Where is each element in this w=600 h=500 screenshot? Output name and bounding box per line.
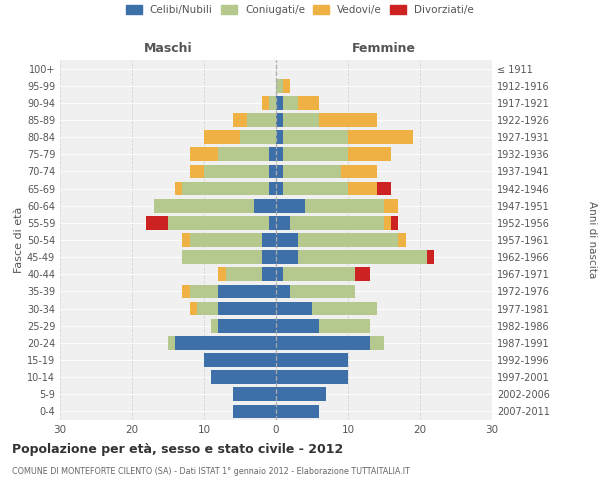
Bar: [283, 96, 298, 110]
Bar: [254, 199, 276, 212]
Bar: [262, 96, 269, 110]
Bar: [384, 216, 391, 230]
Bar: [276, 199, 305, 212]
Bar: [226, 268, 262, 281]
Bar: [348, 148, 391, 161]
Bar: [305, 199, 384, 212]
Y-axis label: Fasce di età: Fasce di età: [14, 207, 24, 273]
Bar: [276, 353, 348, 367]
Bar: [218, 302, 276, 316]
Bar: [190, 284, 218, 298]
Bar: [262, 268, 276, 281]
Bar: [427, 250, 434, 264]
Text: Popolazione per età, sesso e stato civile - 2012: Popolazione per età, sesso e stato civil…: [12, 442, 343, 456]
Bar: [240, 130, 276, 144]
Bar: [218, 148, 269, 161]
Bar: [197, 302, 218, 316]
Bar: [262, 250, 276, 264]
Bar: [269, 216, 276, 230]
Bar: [384, 199, 398, 212]
Bar: [211, 319, 218, 332]
Bar: [290, 216, 384, 230]
Bar: [190, 164, 204, 178]
Bar: [168, 336, 175, 349]
Bar: [276, 164, 283, 178]
Bar: [233, 388, 276, 401]
Bar: [276, 96, 283, 110]
Bar: [204, 164, 269, 178]
Bar: [283, 164, 341, 178]
Bar: [276, 404, 319, 418]
Bar: [348, 182, 377, 196]
Bar: [218, 284, 276, 298]
Bar: [190, 302, 197, 316]
Bar: [283, 148, 348, 161]
Bar: [211, 370, 276, 384]
Bar: [175, 182, 182, 196]
Bar: [298, 96, 319, 110]
Bar: [233, 404, 276, 418]
Bar: [377, 182, 391, 196]
Bar: [269, 148, 276, 161]
Text: Anni di nascita: Anni di nascita: [587, 202, 597, 278]
Bar: [269, 96, 276, 110]
Bar: [276, 268, 283, 281]
Bar: [398, 233, 406, 247]
Bar: [182, 250, 262, 264]
Bar: [276, 284, 290, 298]
Bar: [290, 284, 355, 298]
Bar: [276, 233, 298, 247]
Bar: [204, 353, 276, 367]
Bar: [276, 130, 283, 144]
Bar: [276, 319, 319, 332]
Bar: [190, 148, 218, 161]
Bar: [182, 182, 269, 196]
Bar: [276, 370, 348, 384]
Bar: [276, 216, 290, 230]
Bar: [204, 130, 240, 144]
Bar: [276, 250, 298, 264]
Bar: [182, 284, 190, 298]
Bar: [348, 130, 413, 144]
Bar: [269, 182, 276, 196]
Bar: [247, 113, 276, 127]
Bar: [319, 113, 377, 127]
Bar: [276, 148, 283, 161]
Bar: [269, 164, 276, 178]
Bar: [146, 216, 168, 230]
Bar: [370, 336, 384, 349]
Bar: [276, 302, 312, 316]
Bar: [283, 182, 348, 196]
Bar: [355, 268, 370, 281]
Bar: [319, 319, 370, 332]
Text: Femmine: Femmine: [352, 42, 416, 55]
Bar: [218, 268, 226, 281]
Bar: [168, 216, 269, 230]
Bar: [283, 130, 348, 144]
Bar: [283, 113, 319, 127]
Bar: [276, 182, 283, 196]
Bar: [233, 113, 247, 127]
Text: Maschi: Maschi: [143, 42, 193, 55]
Bar: [276, 336, 370, 349]
Bar: [218, 319, 276, 332]
Bar: [312, 302, 377, 316]
Bar: [276, 79, 283, 92]
Bar: [391, 216, 398, 230]
Bar: [298, 233, 398, 247]
Bar: [276, 388, 326, 401]
Bar: [182, 233, 190, 247]
Bar: [298, 250, 427, 264]
Legend: Celibi/Nubili, Coniugati/e, Vedovi/e, Divorziati/e: Celibi/Nubili, Coniugati/e, Vedovi/e, Di…: [126, 5, 474, 15]
Bar: [283, 268, 355, 281]
Bar: [276, 113, 283, 127]
Bar: [262, 233, 276, 247]
Bar: [341, 164, 377, 178]
Bar: [175, 336, 276, 349]
Bar: [283, 79, 290, 92]
Text: COMUNE DI MONTEFORTE CILENTO (SA) - Dati ISTAT 1° gennaio 2012 - Elaborazione TU: COMUNE DI MONTEFORTE CILENTO (SA) - Dati…: [12, 468, 410, 476]
Bar: [190, 233, 262, 247]
Bar: [154, 199, 254, 212]
